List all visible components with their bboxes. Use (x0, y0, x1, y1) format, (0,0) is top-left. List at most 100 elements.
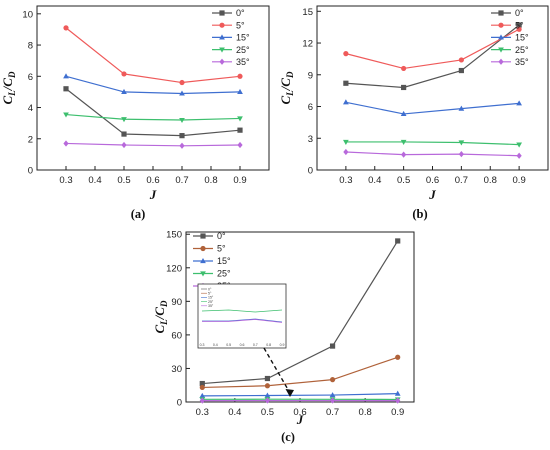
data-point (179, 117, 185, 124)
y-tick-label: 6 (308, 102, 313, 113)
inset-line (202, 319, 283, 323)
data-point (343, 139, 349, 145)
y-tick-label: 12 (302, 39, 313, 50)
data-point (199, 392, 206, 398)
data-point (179, 133, 185, 139)
y-tick-label: 9 (308, 70, 313, 81)
chart-panel-b: 0.3 0.4 0.5 0.6 0.7 0.8 0.9 0 3 6 9 12 15 J CL/CD 0° 5° 1… (278, 5, 549, 221)
data-point (458, 57, 464, 63)
legend-label: 15° (217, 256, 231, 266)
legend-marker (200, 233, 206, 239)
data-point (199, 380, 205, 387)
y-tick-label: 30 (171, 364, 182, 375)
x-tick-label: 0.5 (261, 407, 274, 418)
legend-label: 35° (236, 57, 250, 67)
panel-label: (b) (412, 207, 427, 221)
series-line-4 (65, 142, 241, 147)
data-point (329, 377, 336, 383)
x-axis-title: J (296, 412, 304, 427)
x-tick-label: 0.7 (175, 175, 188, 186)
legend-marker (200, 258, 206, 264)
data-point (237, 116, 243, 122)
y-axis-title: CL/CD (278, 71, 295, 104)
data-point (264, 375, 271, 382)
data-point (343, 148, 349, 156)
data-point (329, 397, 336, 404)
data-point (237, 127, 243, 133)
inset-x-tick-label: 0.8 (266, 343, 271, 347)
x-tick-label: 0.5 (117, 175, 130, 186)
x-tick-label: 0.6 (146, 175, 159, 186)
data-point (179, 79, 185, 86)
x-tick-label: 0.6 (426, 175, 439, 186)
data-point (63, 112, 69, 118)
x-tick-label: 0.9 (233, 175, 246, 186)
y-tick-label: 6 (28, 72, 33, 83)
data-point (458, 151, 464, 158)
data-point (516, 22, 522, 28)
inset-frame (197, 283, 287, 349)
data-point (516, 142, 522, 148)
y-axis-title: CL/CD (152, 300, 169, 333)
data-point (516, 26, 522, 32)
data-point (458, 140, 465, 146)
legend-label: 15° (236, 33, 250, 43)
x-tick-label: 0.4 (228, 407, 241, 418)
legend-label: 25° (236, 45, 250, 55)
data-point (395, 397, 401, 404)
x-tick-label: 0.8 (484, 175, 497, 186)
series-line-3 (345, 141, 520, 146)
legend-marker (498, 34, 504, 40)
data-point (121, 88, 127, 94)
legend-marker (498, 22, 504, 28)
data-point (400, 110, 407, 117)
inset-x-tick-label: 0.4 (213, 343, 218, 347)
inset-line (201, 309, 283, 313)
inset-legend-label: 15° (208, 296, 214, 300)
legend-marker (498, 47, 504, 53)
plot-frame (316, 5, 549, 171)
series-line-0 (202, 240, 399, 385)
series-line-1 (202, 356, 398, 389)
series-line-3 (65, 113, 241, 121)
inset-legend-label: 0° (208, 287, 212, 291)
data-point (63, 140, 69, 147)
series-line-0 (65, 88, 241, 137)
panel-label: (c) (281, 430, 295, 444)
y-tick-label: 2 (28, 134, 33, 145)
data-point (121, 141, 127, 149)
data-point (63, 73, 69, 79)
data-point (343, 51, 349, 57)
data-point (343, 80, 349, 86)
plot-frame (36, 5, 270, 171)
legend-marker (200, 271, 206, 277)
y-tick-label: 0 (28, 166, 33, 177)
inset-line (202, 318, 283, 323)
data-point (63, 25, 69, 31)
series-line-4 (345, 151, 520, 157)
inset-x-tick-label: 0.3 (200, 343, 205, 347)
x-tick-label: 0.9 (513, 175, 526, 186)
data-point (237, 141, 243, 149)
inset-x-tick-label: 0.5 (226, 343, 231, 347)
inset-pointer-line (263, 347, 291, 394)
series-line-1 (345, 28, 520, 70)
data-point (400, 139, 407, 145)
legend-marker (219, 22, 225, 28)
x-tick-label: 0.4 (88, 175, 101, 186)
data-point (395, 238, 401, 244)
legend-label: 15° (515, 33, 529, 43)
inset-x-tick-label: 0.7 (253, 343, 258, 347)
data-point (179, 90, 185, 96)
y-tick-label: 60 (171, 330, 182, 341)
data-point (401, 65, 407, 72)
inset-x-tick-label: 0.6 (240, 343, 245, 347)
x-tick-label: 0.9 (391, 407, 404, 418)
inset-legend-label: 5° (208, 292, 212, 296)
legend-label: 5° (236, 20, 245, 30)
y-tick-label: 120 (166, 263, 182, 274)
y-tick-label: 10 (22, 9, 33, 20)
x-tick-label: 0.3 (196, 407, 209, 418)
x-tick-label: 0.4 (368, 175, 381, 186)
inset-legend-label: 25° (208, 300, 214, 304)
